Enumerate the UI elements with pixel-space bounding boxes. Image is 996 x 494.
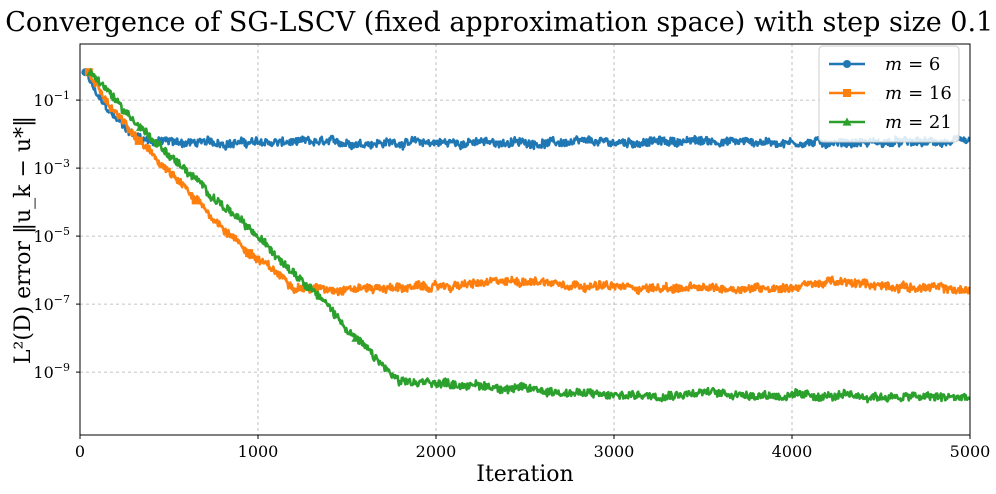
data-marker xyxy=(86,67,96,76)
data-marker xyxy=(351,333,361,342)
legend-value: = 21 xyxy=(908,112,952,133)
x-tick-label: 2000 xyxy=(416,442,457,461)
x-tick-label: 4000 xyxy=(772,442,813,461)
series-line xyxy=(87,70,971,297)
y-tick-exponent: −7 xyxy=(54,293,70,306)
x-tick-label: 0 xyxy=(75,442,85,461)
grid xyxy=(80,44,970,435)
y-tick-label: 10−1 xyxy=(33,89,70,110)
plot-frame xyxy=(79,43,971,436)
y-tick-label: 10−5 xyxy=(33,225,70,246)
series-3 xyxy=(86,67,971,404)
data-marker xyxy=(842,117,852,126)
legend: m = 6 m = 16 m = 21 xyxy=(818,45,960,143)
chart-title: Convergence of SG-LSCV (fixed approximat… xyxy=(5,7,996,38)
y-tick-label: 10−7 xyxy=(33,293,70,314)
x-axis-ticks: 0 1000 2000 3000 4000 5000 xyxy=(75,435,990,461)
x-tick-label: 3000 xyxy=(594,442,635,461)
legend-variable: m xyxy=(885,54,902,75)
y-tick-exponent: −3 xyxy=(54,157,70,170)
legend-variable: m xyxy=(885,83,902,104)
x-tick-label: 1000 xyxy=(238,442,279,461)
y-tick-label: 10−9 xyxy=(33,361,70,382)
data-marker xyxy=(136,122,146,131)
y-axis-label: L²(D) error ‖u_k − u*‖ xyxy=(11,116,36,364)
data-marker xyxy=(245,249,254,258)
data-marker xyxy=(672,284,681,293)
x-axis-label: Iteration xyxy=(476,462,573,487)
legend-value: = 16 xyxy=(908,83,952,104)
y-tick-base: 10 xyxy=(33,159,53,178)
y-tick-base: 10 xyxy=(33,91,53,110)
legend-entry: m = 16 xyxy=(829,83,952,104)
data-marker xyxy=(843,60,851,68)
y-tick-base: 10 xyxy=(33,363,53,382)
y-tick-label: 10−3 xyxy=(33,157,70,178)
legend-box xyxy=(818,45,960,143)
series-line xyxy=(84,68,971,151)
data-marker xyxy=(191,196,200,205)
series-layer xyxy=(81,67,971,404)
legend-entry: m = 6 xyxy=(829,54,940,75)
series-line xyxy=(89,71,971,404)
legend-value: = 6 xyxy=(908,54,940,75)
data-marker xyxy=(843,89,851,97)
y-tick-exponent: −5 xyxy=(54,225,70,238)
y-tick-exponent: −9 xyxy=(54,361,70,374)
legend-label: m = 21 xyxy=(885,112,952,133)
legend-label: m = 6 xyxy=(885,54,940,75)
data-marker xyxy=(134,136,143,145)
y-tick-base: 10 xyxy=(33,227,53,246)
y-tick-exponent: −1 xyxy=(54,89,70,102)
legend-label: m = 16 xyxy=(885,83,952,104)
legend-entry: m = 21 xyxy=(829,112,952,133)
x-tick-label: 5000 xyxy=(950,442,991,461)
y-axis-ticks: 10−110−310−510−710−9 xyxy=(33,89,80,382)
y-tick-base: 10 xyxy=(33,295,53,314)
legend-variable: m xyxy=(885,112,902,133)
